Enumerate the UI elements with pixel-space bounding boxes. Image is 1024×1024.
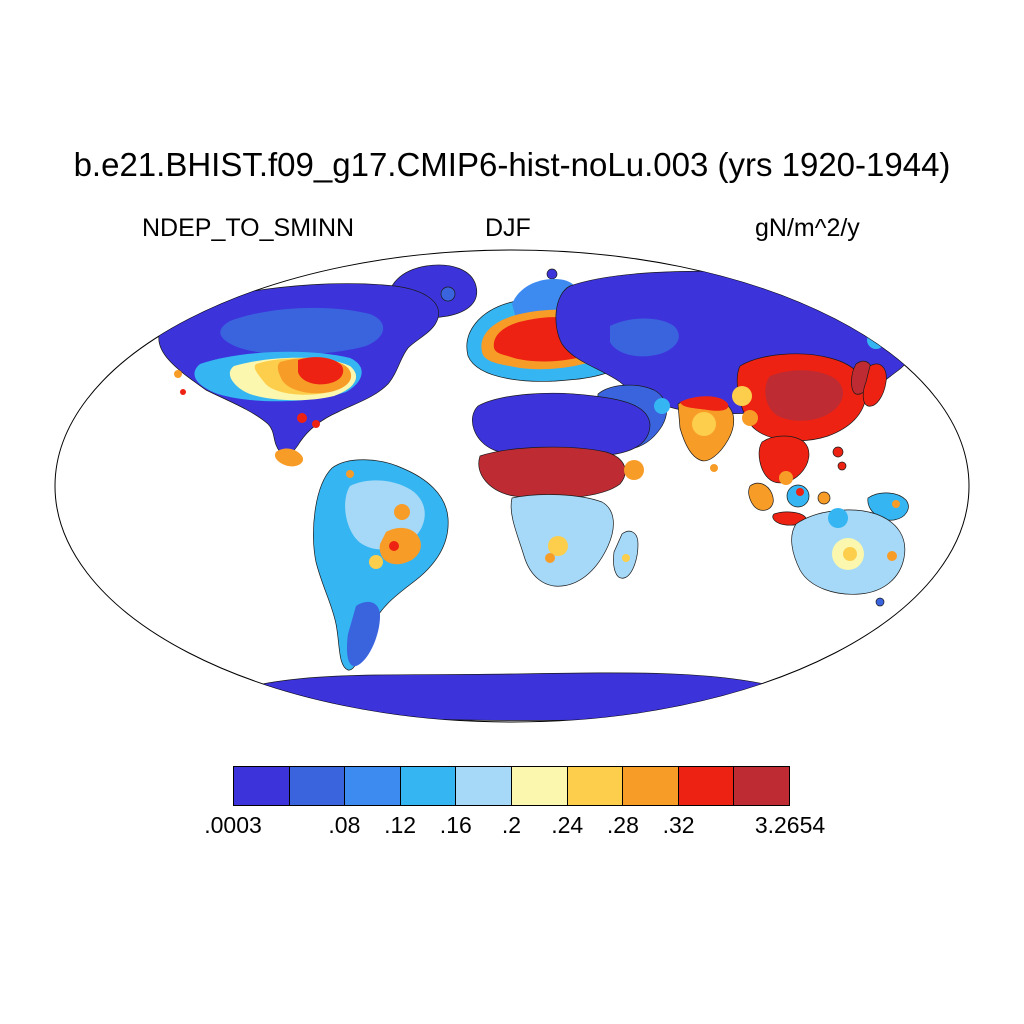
colorbar-tick: 3.2654 [754, 812, 826, 838]
colorbar-cell-8 [677, 766, 735, 806]
colorbar-tick: .08 [328, 812, 361, 838]
colorbar-cell-5 [510, 766, 568, 806]
units-label: gN/m^2/y [755, 214, 860, 242]
region-southeast-asia [758, 435, 847, 485]
colorbar-cell-7 [622, 766, 679, 806]
world-map [54, 249, 970, 723]
region-south-america [313, 459, 449, 671]
region-africa [472, 392, 651, 587]
season-label: DJF [485, 214, 531, 242]
colorbar-tick: .32 [662, 812, 695, 838]
colorbar-tick: .28 [606, 812, 639, 838]
variable-label: NDEP_TO_SMINN [142, 214, 355, 242]
region-antarctica [224, 672, 795, 721]
colorbar-cell-6 [566, 766, 624, 806]
colorbar-cell-1 [288, 766, 346, 806]
colorbar-tick: .12 [384, 812, 417, 838]
colorbar-tick: .24 [551, 812, 584, 838]
colorbar-tick: .16 [439, 812, 472, 838]
region-indonesia [748, 482, 909, 526]
region-arctic-islands [440, 268, 558, 302]
colorbar-tick: .0003 [204, 812, 262, 838]
colorbar-tick: .2 [501, 812, 522, 838]
figure-title: b.e21.BHIST.f09_g17.CMIP6-hist-noLu.003 … [73, 146, 951, 183]
region-india [677, 396, 735, 472]
colorbar-cell-4 [455, 766, 512, 806]
region-east-asia [732, 353, 887, 442]
colorbar-cell-9 [733, 766, 790, 806]
colorbar-cell-2 [344, 766, 401, 806]
colorbar-cell-3 [399, 766, 457, 806]
colorbar-ticks: .0003 .08 .12 .16 .2 .24 .28 .32 3.2654 [204, 812, 825, 842]
colorbar [233, 766, 790, 806]
region-north-america [158, 283, 439, 467]
colorbar-cell-0 [233, 766, 290, 806]
